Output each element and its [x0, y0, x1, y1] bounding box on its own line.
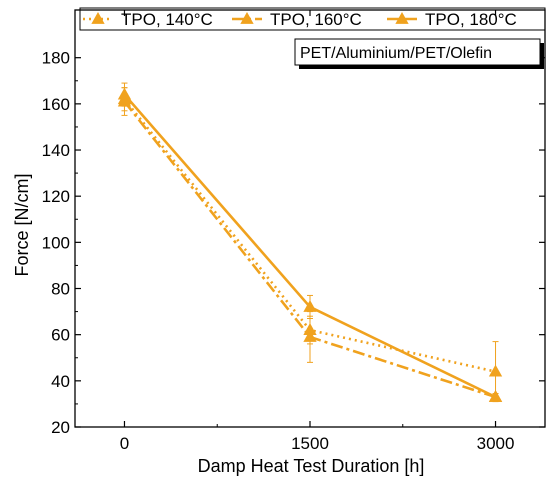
annotation-text: PET/Aluminium/PET/Olefin — [300, 45, 492, 62]
y-tick-label: 20 — [51, 418, 70, 437]
series-2 — [118, 88, 502, 402]
plot-area — [118, 83, 502, 402]
y-tick-label: 180 — [42, 49, 70, 68]
y-tick-label: 40 — [51, 372, 70, 391]
plot-frame — [75, 10, 545, 427]
y-tick-label: 80 — [51, 280, 70, 299]
legend-label: TPO, 140°C — [121, 10, 213, 29]
legend-label: TPO, 180°C — [425, 10, 517, 29]
legend-label: TPO, 160°C — [270, 10, 362, 29]
x-tick-label: 0 — [120, 434, 129, 453]
x-tick-label: 3000 — [477, 434, 515, 453]
y-axis-label: Force [N/cm] — [12, 173, 32, 276]
y-tick-label: 60 — [51, 326, 70, 345]
axes: 20 40 60 80 100 120 140 160 180 0 1500 3000 — [42, 10, 545, 453]
y-tick-label: 140 — [42, 141, 70, 160]
annotation-box: PET/Aluminium/PET/Olefin — [295, 39, 544, 69]
x-tick-label: 1500 — [291, 434, 329, 453]
y-tick-label: 160 — [42, 95, 70, 114]
x-axis-label: Damp Heat Test Duration [h] — [198, 456, 425, 476]
legend: TPO, 140°C TPO, 160°C TPO, 180°C — [80, 8, 545, 30]
data-point — [118, 88, 131, 100]
y-tick-label: 100 — [42, 233, 70, 252]
y-tick-label: 120 — [42, 187, 70, 206]
